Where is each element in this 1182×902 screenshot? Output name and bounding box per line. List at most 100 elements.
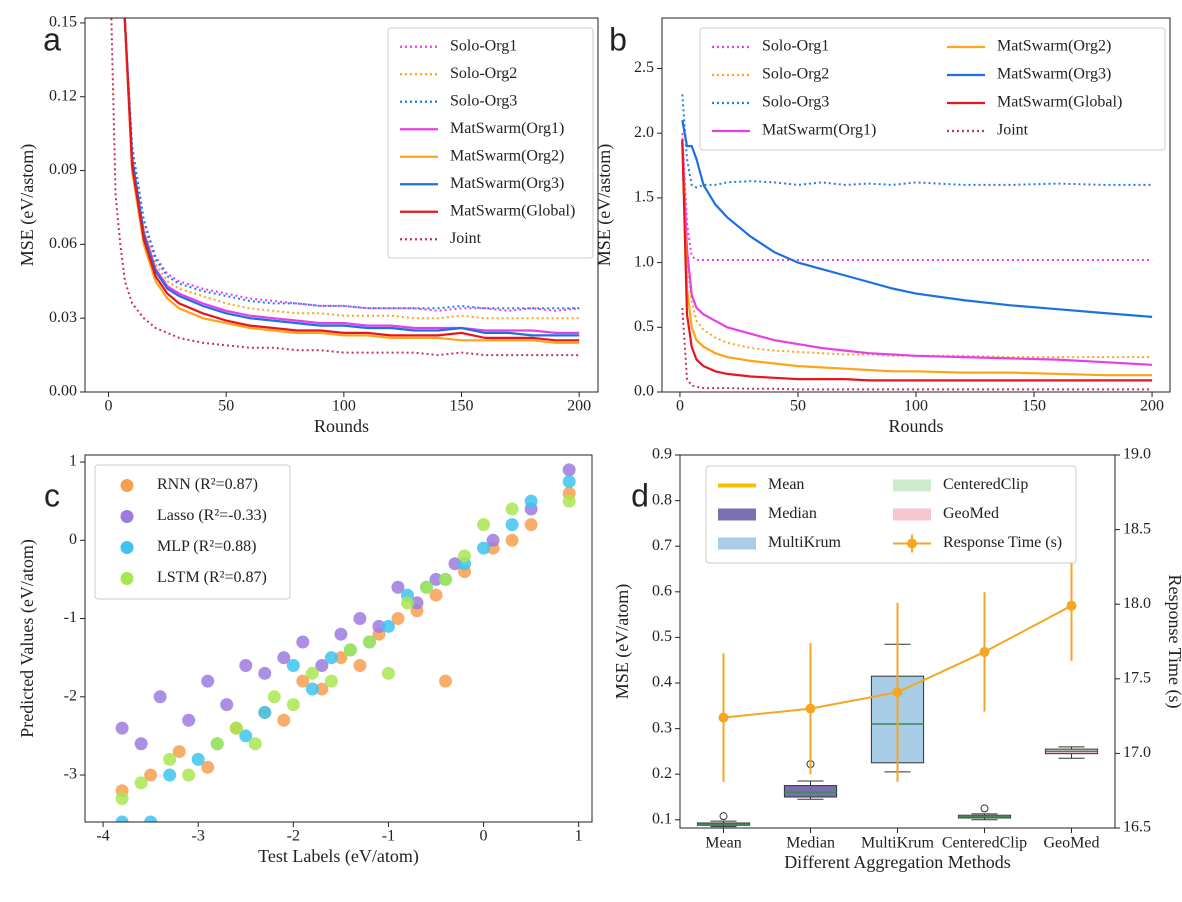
x-tick-label: 100 [332,398,356,415]
scatter-point [505,502,519,516]
y-tick-label: 0.7 [652,537,672,554]
legend-label: MatSwarm(Org2) [997,38,1111,55]
scatter-point [286,698,300,712]
y-tick-label: -3 [64,766,77,783]
legend-label: Mean [768,476,804,493]
x-tick-label: CenteredClip [942,835,1027,852]
y-tick-label: 1.5 [634,189,654,206]
scatter-point [258,666,272,680]
y-tick-label: 2.0 [634,124,654,141]
y-tick-label: 0 [69,531,77,548]
x-tick-label: Median [786,835,835,852]
legend-label: MatSwarm(Org3) [450,175,564,192]
scatter-point [334,651,348,665]
scatter-point [343,643,357,657]
y2-tick-label: 17.5 [1123,669,1151,686]
legend-label: MatSwarm(Org3) [997,66,1111,83]
scatter-point [229,721,243,735]
scatter-point [477,541,491,555]
x-tick-label: 1 [575,828,583,845]
y-tick-label: 0.06 [49,235,77,252]
series-line [681,139,1153,377]
x-tick-label: 150 [1022,398,1046,415]
point [718,712,729,723]
series-line [681,139,1153,382]
scatter-point [486,533,500,547]
y-tick-label: 0.8 [652,491,672,508]
x-tick-label: 50 [218,398,234,415]
x-axis-label: Rounds [314,416,369,436]
point [805,703,816,714]
y-axis-label: MSE (eV/astom) [17,144,38,266]
box [783,785,838,798]
x-tick-label: 0 [480,828,488,845]
x-tick-label: 50 [790,398,806,415]
scatter-point [505,533,519,547]
x-tick-label: 0 [105,398,113,415]
panel-label: c [44,477,60,513]
legend-box [387,27,594,259]
legend-symbol [718,508,756,521]
scatter-point [296,674,310,688]
y2-tick-label: 16.5 [1123,819,1151,836]
panel-label: d [631,477,649,513]
scatter-point [144,768,158,782]
scatter-point [429,588,443,602]
scatter-point [505,518,519,532]
legend-label: Solo-Org2 [762,66,829,83]
x-tick-label: -4 [96,828,109,845]
scatter-point [144,815,158,822]
x-tick-label: Mean [705,835,741,852]
y2-tick-label: 18.0 [1123,595,1151,612]
y-tick-label: -1 [64,609,77,626]
scatter-point [239,658,253,672]
scatter-point [562,475,576,489]
scatter-point [267,690,281,704]
legend-label: Solo-Org3 [762,94,829,111]
y-tick-label: 1 [69,453,77,470]
y-tick-label: 0.09 [49,161,77,178]
scatter-point [210,737,224,751]
scatter-point [362,635,376,649]
scatter-point [286,658,300,672]
x-tick-label: -1 [382,828,395,845]
legend-box [94,464,291,600]
y-tick-label: 0.03 [49,309,77,326]
scatter-point [248,737,262,751]
legend-label: Solo-Org1 [450,37,517,54]
scatter-point [562,463,576,477]
plot-frame [84,454,593,823]
y-tick-label: 1.0 [634,253,654,270]
x-axis-label: Test Labels (eV/atom) [258,846,419,867]
panel-label: b [609,21,627,57]
y2-tick-label: 19.0 [1123,446,1151,463]
scatter-point [305,666,319,680]
x-tick-label: MultiKrum [861,835,934,852]
scatter-point [163,752,177,766]
y-tick-label: 2.5 [634,59,654,76]
scatter-point [353,658,367,672]
legend-symbol [120,541,134,554]
scatter-point [419,580,433,594]
series-line [123,18,580,310]
legend-label: RNN (R²=0.87) [157,476,258,493]
legend-label: MLP (R²=0.88) [157,538,256,555]
scatter-point [134,737,148,751]
scatter-point [296,635,310,649]
legend-label: Lasso (R²=-0.33) [157,507,267,524]
plot-frame [661,17,1171,393]
x-tick-label: 200 [567,398,591,415]
series-line [681,94,1153,189]
x-tick-label: 200 [1140,398,1164,415]
legend-symbol [893,479,931,492]
scatter-point [439,674,453,688]
y-tick-label: 0.15 [49,14,77,31]
y2-tick-label: 17.0 [1123,744,1151,761]
legend-symbol [893,508,931,521]
y-tick-label: 0.5 [634,318,654,335]
legend-label: LSTM (R²=0.87) [157,569,267,586]
legend-symbol [120,510,134,523]
scatter-point [182,768,196,782]
scatter-point [410,596,424,610]
point [892,687,903,698]
